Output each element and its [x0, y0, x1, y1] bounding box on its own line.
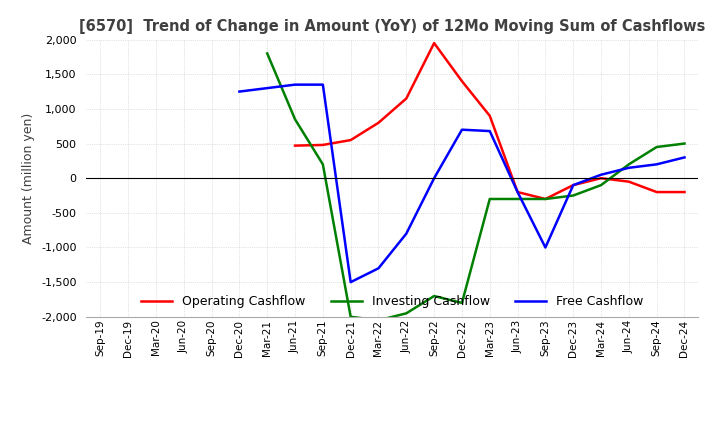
Investing Cashflow — [541, 196, 550, 202]
Free Cashflow — [541, 245, 550, 250]
Free Cashflow — [458, 127, 467, 132]
Y-axis label: Amount (million yen): Amount (million yen) — [22, 113, 35, 244]
Free Cashflow — [374, 266, 383, 271]
Free Cashflow — [318, 82, 327, 87]
Investing Cashflow — [263, 51, 271, 56]
Free Cashflow — [235, 89, 243, 94]
Investing Cashflow — [652, 144, 661, 150]
Investing Cashflow — [624, 161, 633, 167]
Free Cashflow — [652, 161, 661, 167]
Investing Cashflow — [597, 183, 606, 188]
Title: [6570]  Trend of Change in Amount (YoY) of 12Mo Moving Sum of Cashflows: [6570] Trend of Change in Amount (YoY) o… — [79, 19, 706, 34]
Investing Cashflow — [458, 300, 467, 305]
Line: Free Cashflow: Free Cashflow — [239, 84, 685, 282]
Free Cashflow — [680, 155, 689, 160]
Legend: Operating Cashflow, Investing Cashflow, Free Cashflow: Operating Cashflow, Investing Cashflow, … — [136, 290, 649, 313]
Investing Cashflow — [346, 314, 355, 319]
Investing Cashflow — [402, 311, 410, 316]
Investing Cashflow — [513, 196, 522, 202]
Investing Cashflow — [680, 141, 689, 146]
Free Cashflow — [402, 231, 410, 236]
Line: Investing Cashflow: Investing Cashflow — [267, 53, 685, 320]
Free Cashflow — [624, 165, 633, 170]
Investing Cashflow — [485, 196, 494, 202]
Free Cashflow — [430, 176, 438, 181]
Investing Cashflow — [569, 193, 577, 198]
Free Cashflow — [346, 279, 355, 285]
Free Cashflow — [569, 183, 577, 188]
Investing Cashflow — [291, 117, 300, 122]
Free Cashflow — [513, 189, 522, 194]
Investing Cashflow — [318, 161, 327, 167]
Investing Cashflow — [374, 318, 383, 323]
Free Cashflow — [263, 85, 271, 91]
Investing Cashflow — [430, 293, 438, 299]
Free Cashflow — [485, 128, 494, 134]
Free Cashflow — [291, 82, 300, 87]
Free Cashflow — [597, 172, 606, 177]
